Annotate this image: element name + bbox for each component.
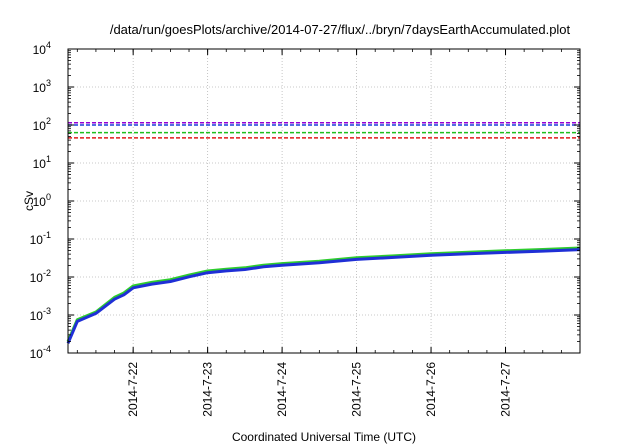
y-tick-exponent: 4 bbox=[46, 40, 51, 50]
y-tick-label: 10-1 bbox=[30, 230, 51, 247]
y-tick-exponent: 0 bbox=[46, 192, 51, 202]
y-tick-label: 103 bbox=[33, 78, 51, 95]
axis-ticks bbox=[68, 48, 581, 354]
x-tick-label: 2014-7-23 bbox=[201, 362, 215, 417]
x-tick-label: 2014-7-24 bbox=[275, 362, 289, 417]
y-tick-exponent: -2 bbox=[43, 268, 51, 278]
y-tick-label: 101 bbox=[33, 154, 51, 171]
x-tick-label: 2014-7-27 bbox=[499, 362, 513, 417]
x-tick-label: 2014-7-25 bbox=[350, 362, 364, 417]
y-tick-exponent: -1 bbox=[43, 230, 51, 240]
x-tick-labels: 2014-7-22 2014-7-23 2014-7-24 2014-7-25 2014… bbox=[126, 362, 512, 417]
threshold-lines bbox=[68, 121, 580, 139]
y-tick-label: 10-3 bbox=[30, 306, 51, 323]
y-tick-label: 10-2 bbox=[30, 268, 51, 285]
x-tick-label: 2014-7-26 bbox=[424, 362, 438, 417]
y-tick-exponent: 2 bbox=[46, 116, 51, 126]
x-axis-label: Coordinated Universal Time (UTC) bbox=[232, 430, 416, 444]
x-tick-label: 2014-7-22 bbox=[126, 362, 140, 417]
y-axis-label: cSv bbox=[22, 191, 36, 211]
y-tick-exponent: 3 bbox=[46, 78, 51, 88]
y-tick-label: 104 bbox=[33, 40, 51, 57]
y-tick-exponent: 1 bbox=[46, 154, 51, 164]
series-lines bbox=[66, 246, 581, 344]
y-tick-label: 10-4 bbox=[30, 344, 51, 361]
grid bbox=[68, 49, 580, 353]
y-tick-exponent: -3 bbox=[43, 306, 51, 316]
y-tick-exponent: -4 bbox=[43, 344, 51, 354]
series-line-2 bbox=[66, 248, 581, 344]
chart-title: /data/run/goesPlots/archive/2014-07-27/f… bbox=[110, 22, 571, 37]
y-tick-label: 102 bbox=[33, 116, 51, 133]
series-line-1 bbox=[66, 246, 581, 343]
